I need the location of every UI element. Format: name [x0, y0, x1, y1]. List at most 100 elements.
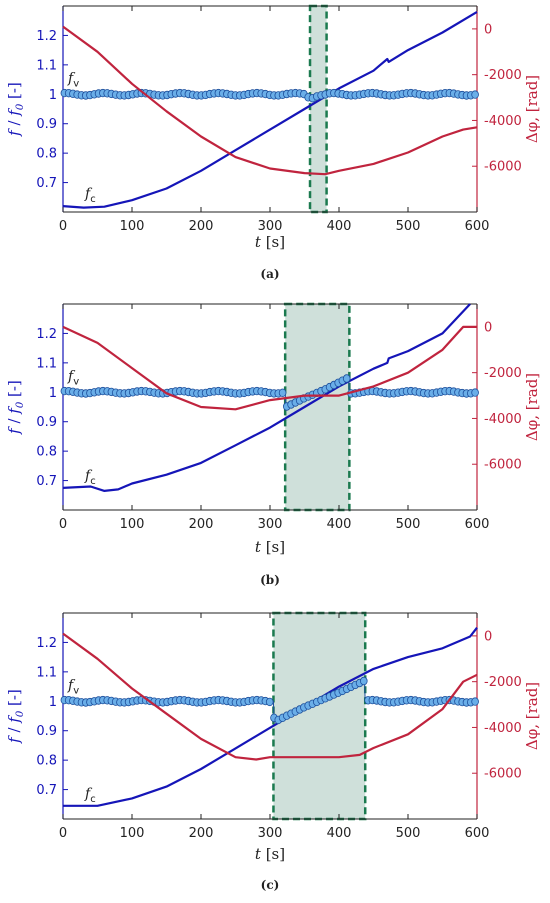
y-left-tick-label: 0.7 [36, 474, 57, 489]
y-left-title-f: f [5, 426, 23, 435]
y-left-tick-label: 1.1 [36, 665, 57, 680]
x-tick-label: 300 [258, 826, 283, 841]
panel-caption: (c) [261, 878, 280, 892]
y-right-tick-label: -2000 [484, 675, 522, 690]
y-left-tick-label: 1.2 [36, 327, 57, 342]
y-left-tick-label: 0.7 [36, 176, 57, 191]
x-axis-title-var: t [255, 538, 262, 556]
y-left-axis-title: f / f0 [-] [5, 82, 26, 137]
x-tick-label: 200 [189, 219, 214, 234]
fc-label-sub: c [90, 194, 96, 205]
fc-series-line [62, 303, 471, 492]
y-left-title-sep: / [5, 723, 23, 738]
y-left-tick-label: 1.1 [36, 58, 57, 73]
fc-label: fc [84, 468, 96, 487]
y-right-tick-label: -4000 [484, 721, 522, 736]
x-tick-label: 100 [120, 517, 145, 532]
y-right-tick-label: -2000 [484, 366, 522, 381]
x-tick-label: 400 [327, 826, 352, 841]
y-left-title-unit: [-] [5, 82, 23, 104]
y-left-tick-label: 0.8 [36, 445, 57, 460]
fc-series-line [62, 10, 478, 209]
highlight-window [308, 4, 328, 214]
y-left-tick-label: 1.2 [36, 29, 57, 44]
fc-label-main: f [84, 786, 93, 802]
y-right-tick-label: 0 [484, 629, 492, 644]
y-left-title-f0: f [5, 406, 23, 415]
y-right-tick-label: 0 [484, 320, 492, 335]
y-left-title-f: f [5, 735, 23, 744]
phase-series-line [62, 632, 478, 761]
y-right-tick-label: -4000 [484, 412, 522, 427]
y-left-axis-title: f / f0 [-] [5, 380, 26, 435]
x-tick-label: 0 [59, 826, 67, 841]
y-left-title-unit: [-] [5, 380, 23, 402]
x-tick-label: 100 [120, 219, 145, 234]
y-left-title-f: f [5, 128, 23, 137]
y-left-title-unit: [-] [5, 689, 23, 711]
x-tick-label: 300 [258, 517, 283, 532]
fv-marker [359, 676, 368, 686]
x-tick-label: 400 [327, 219, 352, 234]
y-left-title-f0-sub: 0 [15, 401, 26, 408]
x-tick-label: 0 [59, 219, 67, 234]
fv-label-main: f [67, 368, 76, 384]
y-right-tick-label: -4000 [484, 114, 522, 129]
x-axis-title-unit: [s] [266, 233, 285, 251]
y-left-tick-label: 0.8 [36, 754, 57, 769]
y-left-title-f0: f [5, 108, 23, 117]
phase-series-line [62, 25, 478, 176]
y-left-tick-label: 1.2 [36, 636, 57, 651]
y-left-tick-label: 0.9 [36, 117, 57, 132]
x-axis-title-unit: [s] [266, 538, 285, 556]
fv-marker [342, 374, 351, 383]
x-tick-label: 200 [189, 826, 214, 841]
y-left-title-f0-sub: 0 [15, 103, 26, 110]
x-tick-label: 600 [465, 826, 490, 841]
y-right-axis-title: Δφ, [rad] [523, 682, 541, 750]
fv-label-main: f [67, 677, 76, 693]
y-left-tick-label: 0.9 [36, 724, 57, 739]
fc-label: fc [84, 186, 96, 205]
fv-label-sub: v [73, 685, 79, 696]
x-axis-title: t [s] [255, 233, 285, 251]
panel-caption: (b) [260, 573, 280, 587]
y-left-title-sep: / [5, 414, 23, 429]
y-left-title-sep: / [5, 116, 23, 131]
fv-label: fv [67, 368, 79, 387]
fv-label-main: f [67, 70, 76, 86]
fc-label-main: f [84, 186, 93, 202]
x-tick-label: 500 [396, 219, 421, 234]
x-tick-label: 0 [59, 517, 67, 532]
fv-label-sub: v [73, 376, 79, 387]
fv-label: fv [67, 677, 79, 696]
fv-marker [471, 90, 479, 99]
fc-series-line [63, 627, 478, 807]
y-right-tick-label: -2000 [484, 68, 522, 83]
y-left-tick-label: 0.7 [36, 783, 57, 798]
x-tick-label: 100 [120, 826, 145, 841]
y-left-axis-title: f / f0 [-] [5, 689, 26, 744]
y-right-tick-label: -6000 [484, 160, 522, 175]
y-right-axis-title: Δφ, [rad] [523, 75, 541, 143]
y-right-axis-title: Δφ, [rad] [523, 373, 541, 441]
y-left-tick-label: 1 [49, 695, 57, 710]
y-left-title-f0-sub: 0 [15, 710, 26, 717]
x-tick-label: 300 [258, 219, 283, 234]
y-right-tick-label: -6000 [484, 458, 522, 473]
x-axis-title-unit: [s] [266, 845, 285, 863]
x-axis-title: t [s] [255, 845, 285, 863]
phase-series-line [62, 325, 477, 411]
x-tick-label: 600 [465, 219, 490, 234]
fc-label-sub: c [90, 794, 96, 805]
x-axis-title-var: t [255, 233, 262, 251]
chart-panel: 0 100 200 300 400 500 600 0.7 0.8 0.9 1 1.1 1.2 0 -200… [5, 302, 541, 587]
y-left-title-f0: f [5, 715, 23, 724]
x-axis-title-var: t [255, 845, 262, 863]
x-tick-label: 400 [327, 517, 352, 532]
highlight-window [283, 302, 351, 512]
fc-label: fc [84, 786, 96, 805]
y-right-tick-label: -6000 [484, 767, 522, 782]
